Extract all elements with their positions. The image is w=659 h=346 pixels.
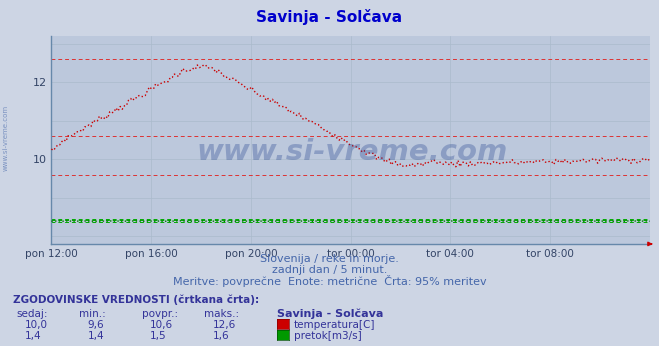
Text: 12,6: 12,6 xyxy=(213,320,236,330)
Text: Savinja - Solčava: Savinja - Solčava xyxy=(256,9,403,25)
Text: 1,4: 1,4 xyxy=(25,331,42,342)
Text: temperatura[C]: temperatura[C] xyxy=(294,320,376,330)
Text: 10,0: 10,0 xyxy=(25,320,48,330)
Text: sedaj:: sedaj: xyxy=(16,309,48,319)
Text: povpr.:: povpr.: xyxy=(142,309,178,319)
Text: min.:: min.: xyxy=(79,309,106,319)
Text: 10,6: 10,6 xyxy=(150,320,173,330)
Text: 9,6: 9,6 xyxy=(88,320,104,330)
Text: Meritve: povprečne  Enote: metrične  Črta: 95% meritev: Meritve: povprečne Enote: metrične Črta:… xyxy=(173,275,486,287)
Text: pretok[m3/s]: pretok[m3/s] xyxy=(294,331,362,342)
Text: 1,4: 1,4 xyxy=(88,331,104,342)
Text: www.si-vreme.com: www.si-vreme.com xyxy=(2,105,9,172)
Text: ZGODOVINSKE VREDNOSTI (črtkana črta):: ZGODOVINSKE VREDNOSTI (črtkana črta): xyxy=(13,294,259,304)
Text: www.si-vreme.com: www.si-vreme.com xyxy=(197,138,508,166)
Text: 1,6: 1,6 xyxy=(213,331,229,342)
Text: maks.:: maks.: xyxy=(204,309,239,319)
Text: zadnji dan / 5 minut.: zadnji dan / 5 minut. xyxy=(272,265,387,275)
Text: Savinja - Solčava: Savinja - Solčava xyxy=(277,309,383,319)
Text: 1,5: 1,5 xyxy=(150,331,167,342)
Text: Slovenija / reke in morje.: Slovenija / reke in morje. xyxy=(260,254,399,264)
